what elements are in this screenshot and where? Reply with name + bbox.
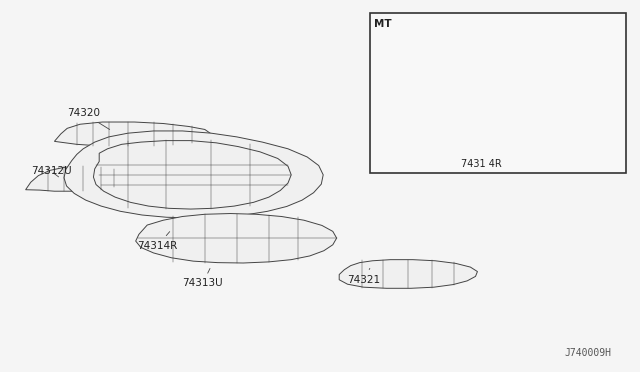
Text: 74312U: 74312U: [31, 166, 71, 177]
Polygon shape: [339, 260, 477, 288]
Text: 74320: 74320: [67, 109, 109, 129]
Polygon shape: [54, 122, 211, 147]
Bar: [370, 13, 626, 173]
Text: 74321: 74321: [347, 268, 380, 285]
Polygon shape: [136, 214, 337, 263]
Text: J740009H: J740009H: [564, 348, 611, 358]
Text: MT: MT: [374, 19, 392, 29]
Polygon shape: [26, 166, 120, 191]
Text: 7431 4R: 7431 4R: [461, 159, 502, 169]
Text: 74314R: 74314R: [138, 232, 178, 250]
Text: 74313U: 74313U: [182, 269, 223, 288]
Polygon shape: [64, 131, 323, 218]
Polygon shape: [379, 30, 578, 99]
